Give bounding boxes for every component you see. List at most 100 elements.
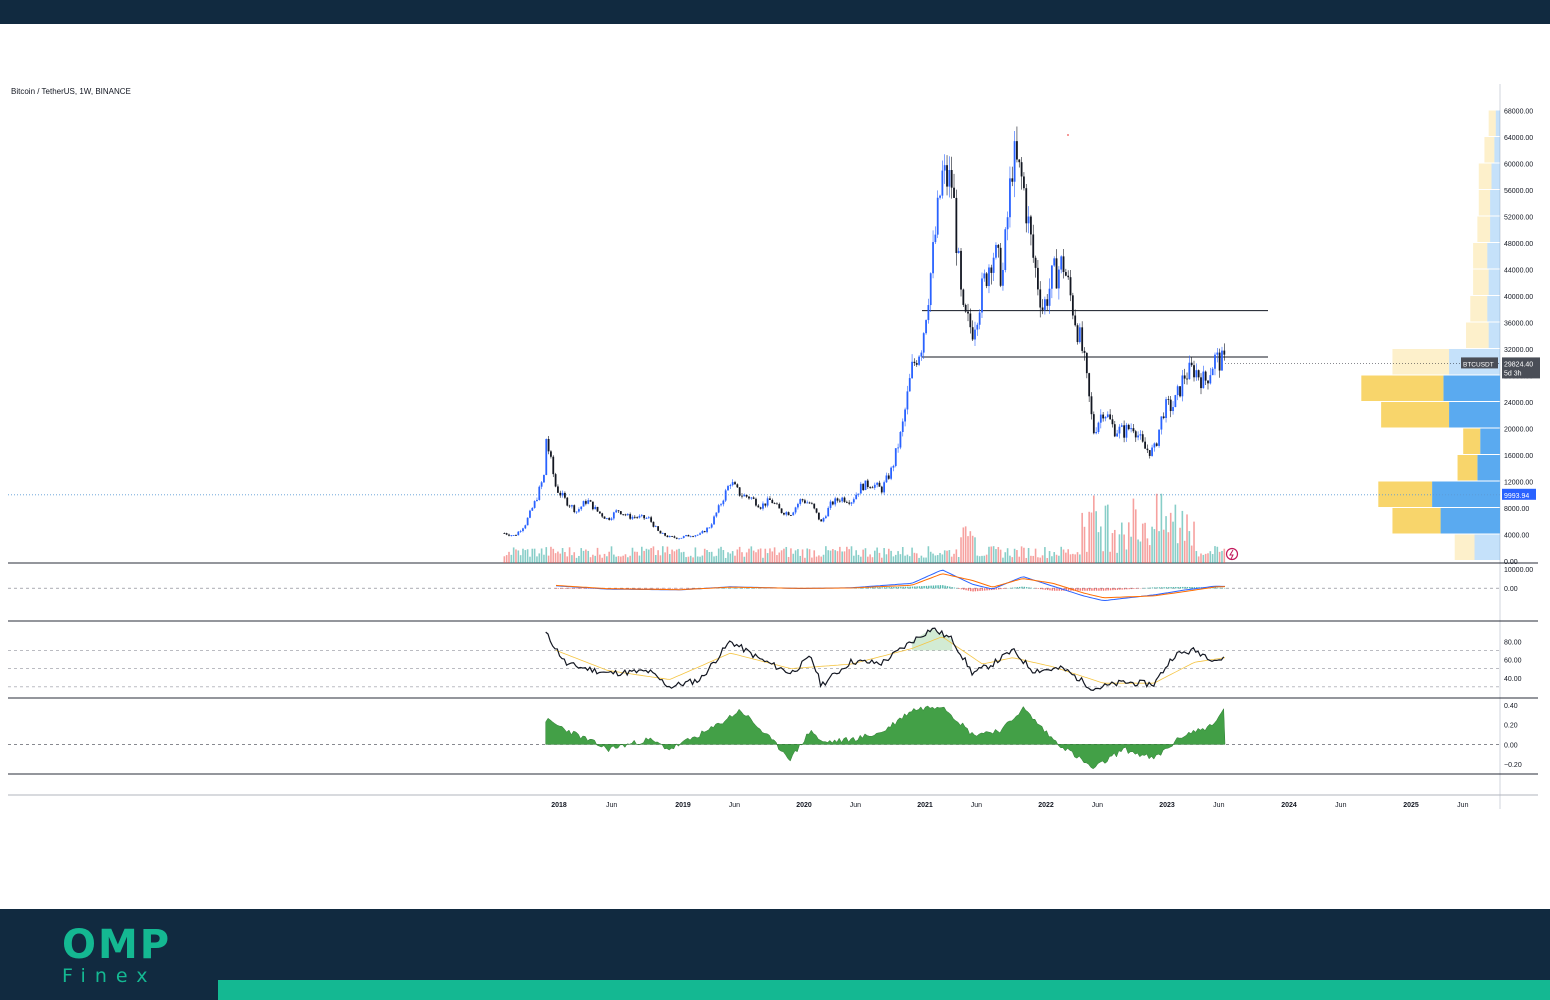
candle-body bbox=[1095, 432, 1098, 434]
volume-bar bbox=[564, 551, 566, 563]
candle-body bbox=[855, 494, 858, 500]
candle-body bbox=[678, 538, 680, 540]
macd-histogram-bar bbox=[1086, 588, 1088, 591]
volume-bar bbox=[1020, 546, 1023, 563]
candle-body bbox=[1025, 188, 1028, 224]
volume-profile-sell-bar bbox=[1473, 243, 1488, 269]
volume-bar bbox=[1144, 522, 1146, 563]
macd-histogram-bar bbox=[632, 588, 634, 589]
macd-histogram-bar bbox=[1098, 588, 1100, 591]
candle-body bbox=[512, 535, 515, 536]
candle-body bbox=[838, 500, 841, 502]
candle-body bbox=[715, 512, 718, 517]
candle-body bbox=[776, 503, 778, 505]
price-axis-tick-label: 44000.00 bbox=[1504, 268, 1533, 275]
macd-histogram-bar bbox=[1053, 588, 1056, 591]
candle-body bbox=[1162, 416, 1165, 419]
candle-body bbox=[564, 492, 566, 498]
macd-histogram-bar bbox=[1109, 588, 1112, 591]
volume-profile-sell-bar bbox=[1463, 428, 1481, 454]
volume-bar bbox=[1102, 551, 1104, 563]
volume-bar bbox=[997, 547, 1000, 563]
volume-bar bbox=[846, 546, 848, 563]
volume-bar bbox=[1204, 553, 1207, 563]
volume-bar bbox=[526, 549, 529, 563]
candle-body bbox=[722, 500, 725, 505]
candle-body bbox=[580, 506, 583, 510]
volume-bar bbox=[1004, 552, 1007, 563]
volume-bar bbox=[1174, 504, 1177, 563]
volume-bar bbox=[1002, 557, 1004, 563]
candle-body bbox=[708, 527, 711, 529]
macd-histogram-bar bbox=[1158, 587, 1161, 589]
volume-bar bbox=[929, 551, 932, 563]
chart-area[interactable]: Bitcoin / TetherUS, 1W, BINANCE 0.00 4000… bbox=[0, 24, 1550, 909]
volume-bar bbox=[811, 557, 813, 563]
candle-body bbox=[605, 518, 608, 519]
candle-body bbox=[901, 421, 904, 433]
macd-histogram-bar bbox=[1149, 587, 1151, 589]
volume-bar bbox=[974, 537, 976, 563]
candle-body bbox=[1130, 428, 1133, 430]
top-bar bbox=[0, 0, 1550, 24]
candle-body bbox=[1041, 307, 1044, 310]
time-axis-label: 2022 bbox=[1038, 802, 1054, 809]
candle-body bbox=[964, 304, 967, 312]
volume-bar bbox=[1153, 529, 1156, 563]
candle-body bbox=[1158, 429, 1160, 446]
candle-body bbox=[1085, 352, 1088, 374]
volume-bar bbox=[904, 555, 906, 563]
macd-histogram-bar bbox=[960, 588, 963, 590]
volume-profile-buy-bar bbox=[1487, 296, 1500, 322]
macd-histogram-bar bbox=[634, 588, 636, 589]
volume-bar bbox=[613, 554, 615, 563]
macd-histogram-bar bbox=[988, 588, 991, 591]
volume-bar bbox=[622, 555, 624, 563]
volume-bar bbox=[557, 551, 559, 563]
reference-price-badge bbox=[1502, 488, 1536, 500]
volume-profile-sell-bar bbox=[1381, 402, 1450, 428]
candle-body bbox=[783, 512, 785, 515]
macd-histogram-bar bbox=[725, 587, 727, 589]
volume-bar bbox=[1113, 529, 1116, 563]
macd-histogram-bar bbox=[935, 585, 937, 589]
macd-histogram-bar bbox=[951, 587, 953, 589]
candle-body bbox=[750, 497, 753, 499]
volume-bar bbox=[689, 555, 692, 563]
macd-histogram-bar bbox=[918, 586, 921, 589]
price-axis-tick-label: 32000.00 bbox=[1504, 347, 1533, 354]
candle-body bbox=[897, 447, 900, 449]
brand-logo: OMP Finex bbox=[62, 925, 171, 987]
candle-body bbox=[1223, 350, 1226, 355]
volume-bar bbox=[927, 546, 930, 563]
macd-histogram-bar bbox=[1100, 588, 1102, 591]
volume-bar bbox=[659, 555, 662, 563]
candle-body bbox=[1132, 428, 1135, 432]
candle-body bbox=[892, 465, 895, 468]
candle-body bbox=[988, 267, 990, 287]
macd-histogram-bar bbox=[914, 586, 916, 589]
candle-body bbox=[1141, 434, 1144, 442]
macd-histogram-bar bbox=[564, 588, 567, 589]
volume-bar bbox=[524, 550, 527, 563]
volume-bar bbox=[1207, 553, 1209, 563]
oscillator-area bbox=[545, 705, 1226, 770]
volume-bar bbox=[1176, 543, 1179, 563]
volume-bar bbox=[801, 549, 804, 563]
macd-histogram-bar bbox=[1126, 588, 1128, 590]
chart-canvas[interactable]: 0.00 4000.00 8000.00 12000.00 16000.00 20000.… bbox=[0, 24, 1550, 909]
volume-profile-sell-bar bbox=[1477, 216, 1491, 242]
volume-bar bbox=[832, 549, 834, 563]
candle-body bbox=[799, 499, 802, 504]
candle-body bbox=[701, 531, 704, 534]
volume-bar bbox=[533, 548, 536, 563]
candle-body bbox=[878, 482, 881, 487]
marker-dot bbox=[1067, 134, 1069, 136]
macd-histogram-bar bbox=[641, 588, 643, 589]
volume-bar bbox=[717, 548, 720, 563]
candle-body bbox=[741, 495, 743, 497]
candle-body bbox=[841, 497, 844, 502]
candle-body bbox=[880, 486, 883, 493]
time-axis-label: Jun bbox=[850, 802, 861, 809]
macd-histogram-bar bbox=[727, 587, 730, 589]
